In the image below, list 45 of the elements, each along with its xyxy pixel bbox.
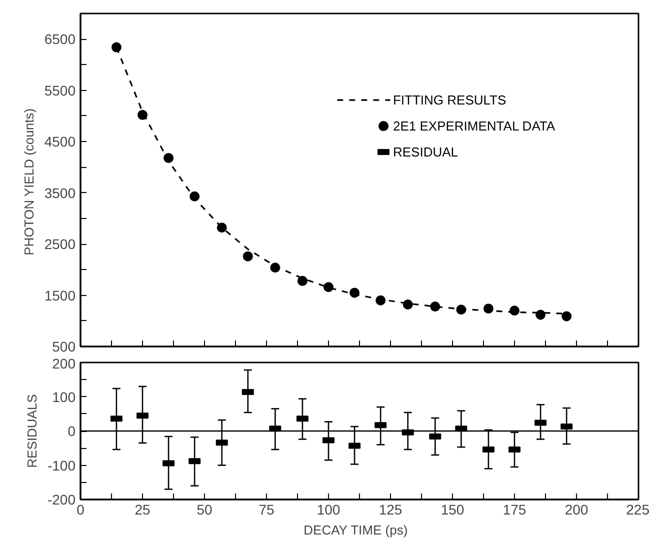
point xyxy=(402,300,413,310)
x-tick-label: 150 xyxy=(440,502,464,518)
x-tick-label: 50 xyxy=(196,502,212,518)
x-tick-label: 100 xyxy=(316,502,340,518)
x-tick-label: 225 xyxy=(626,502,649,518)
y-tick-label: 6500 xyxy=(44,31,76,48)
point xyxy=(562,311,572,322)
y-tick-label: 1500 xyxy=(44,287,76,304)
point xyxy=(430,302,440,312)
point xyxy=(190,191,200,202)
point xyxy=(350,288,360,298)
x-axis-title: DECAY TIME (ps) xyxy=(304,522,408,538)
legend-label: FITTING RESULTS xyxy=(392,92,506,108)
y-tick-label: 0 xyxy=(68,423,76,439)
point xyxy=(138,110,148,120)
y-axis-title: PHOTON YIELD (counts) xyxy=(21,108,36,256)
point xyxy=(483,304,494,314)
y-tick-label: 3500 xyxy=(44,184,76,201)
point xyxy=(324,282,334,292)
point xyxy=(216,222,227,233)
y-tick-label: 4500 xyxy=(44,134,76,150)
y-tick-label: -100 xyxy=(47,457,76,474)
point xyxy=(270,262,280,273)
point xyxy=(297,276,308,286)
x-tick-label: 125 xyxy=(378,502,402,518)
y-tick-label: 100 xyxy=(52,388,76,405)
x-tick-label: 200 xyxy=(564,502,588,518)
point xyxy=(536,310,546,320)
legend-label: RESIDUAL xyxy=(392,144,458,160)
y-tick-label: 2500 xyxy=(44,236,76,252)
point xyxy=(242,251,253,262)
x-tick-label: 25 xyxy=(134,502,150,518)
point xyxy=(510,306,520,316)
point xyxy=(164,152,174,163)
legend-label: 2E1 EXPERIMENTAL DATA xyxy=(392,118,556,134)
y-tick-label: 200 xyxy=(52,356,76,372)
x-tick-label: 75 xyxy=(258,502,274,518)
point xyxy=(376,295,386,306)
point xyxy=(456,304,466,315)
x-tick-label: 175 xyxy=(502,502,526,518)
point xyxy=(111,42,122,52)
y-tick-label: 500 xyxy=(52,338,76,354)
y-axis-title: RESIDUALS xyxy=(24,394,40,468)
y-tick-label: 5500 xyxy=(44,82,76,98)
y-tick-label: -200 xyxy=(47,492,76,508)
